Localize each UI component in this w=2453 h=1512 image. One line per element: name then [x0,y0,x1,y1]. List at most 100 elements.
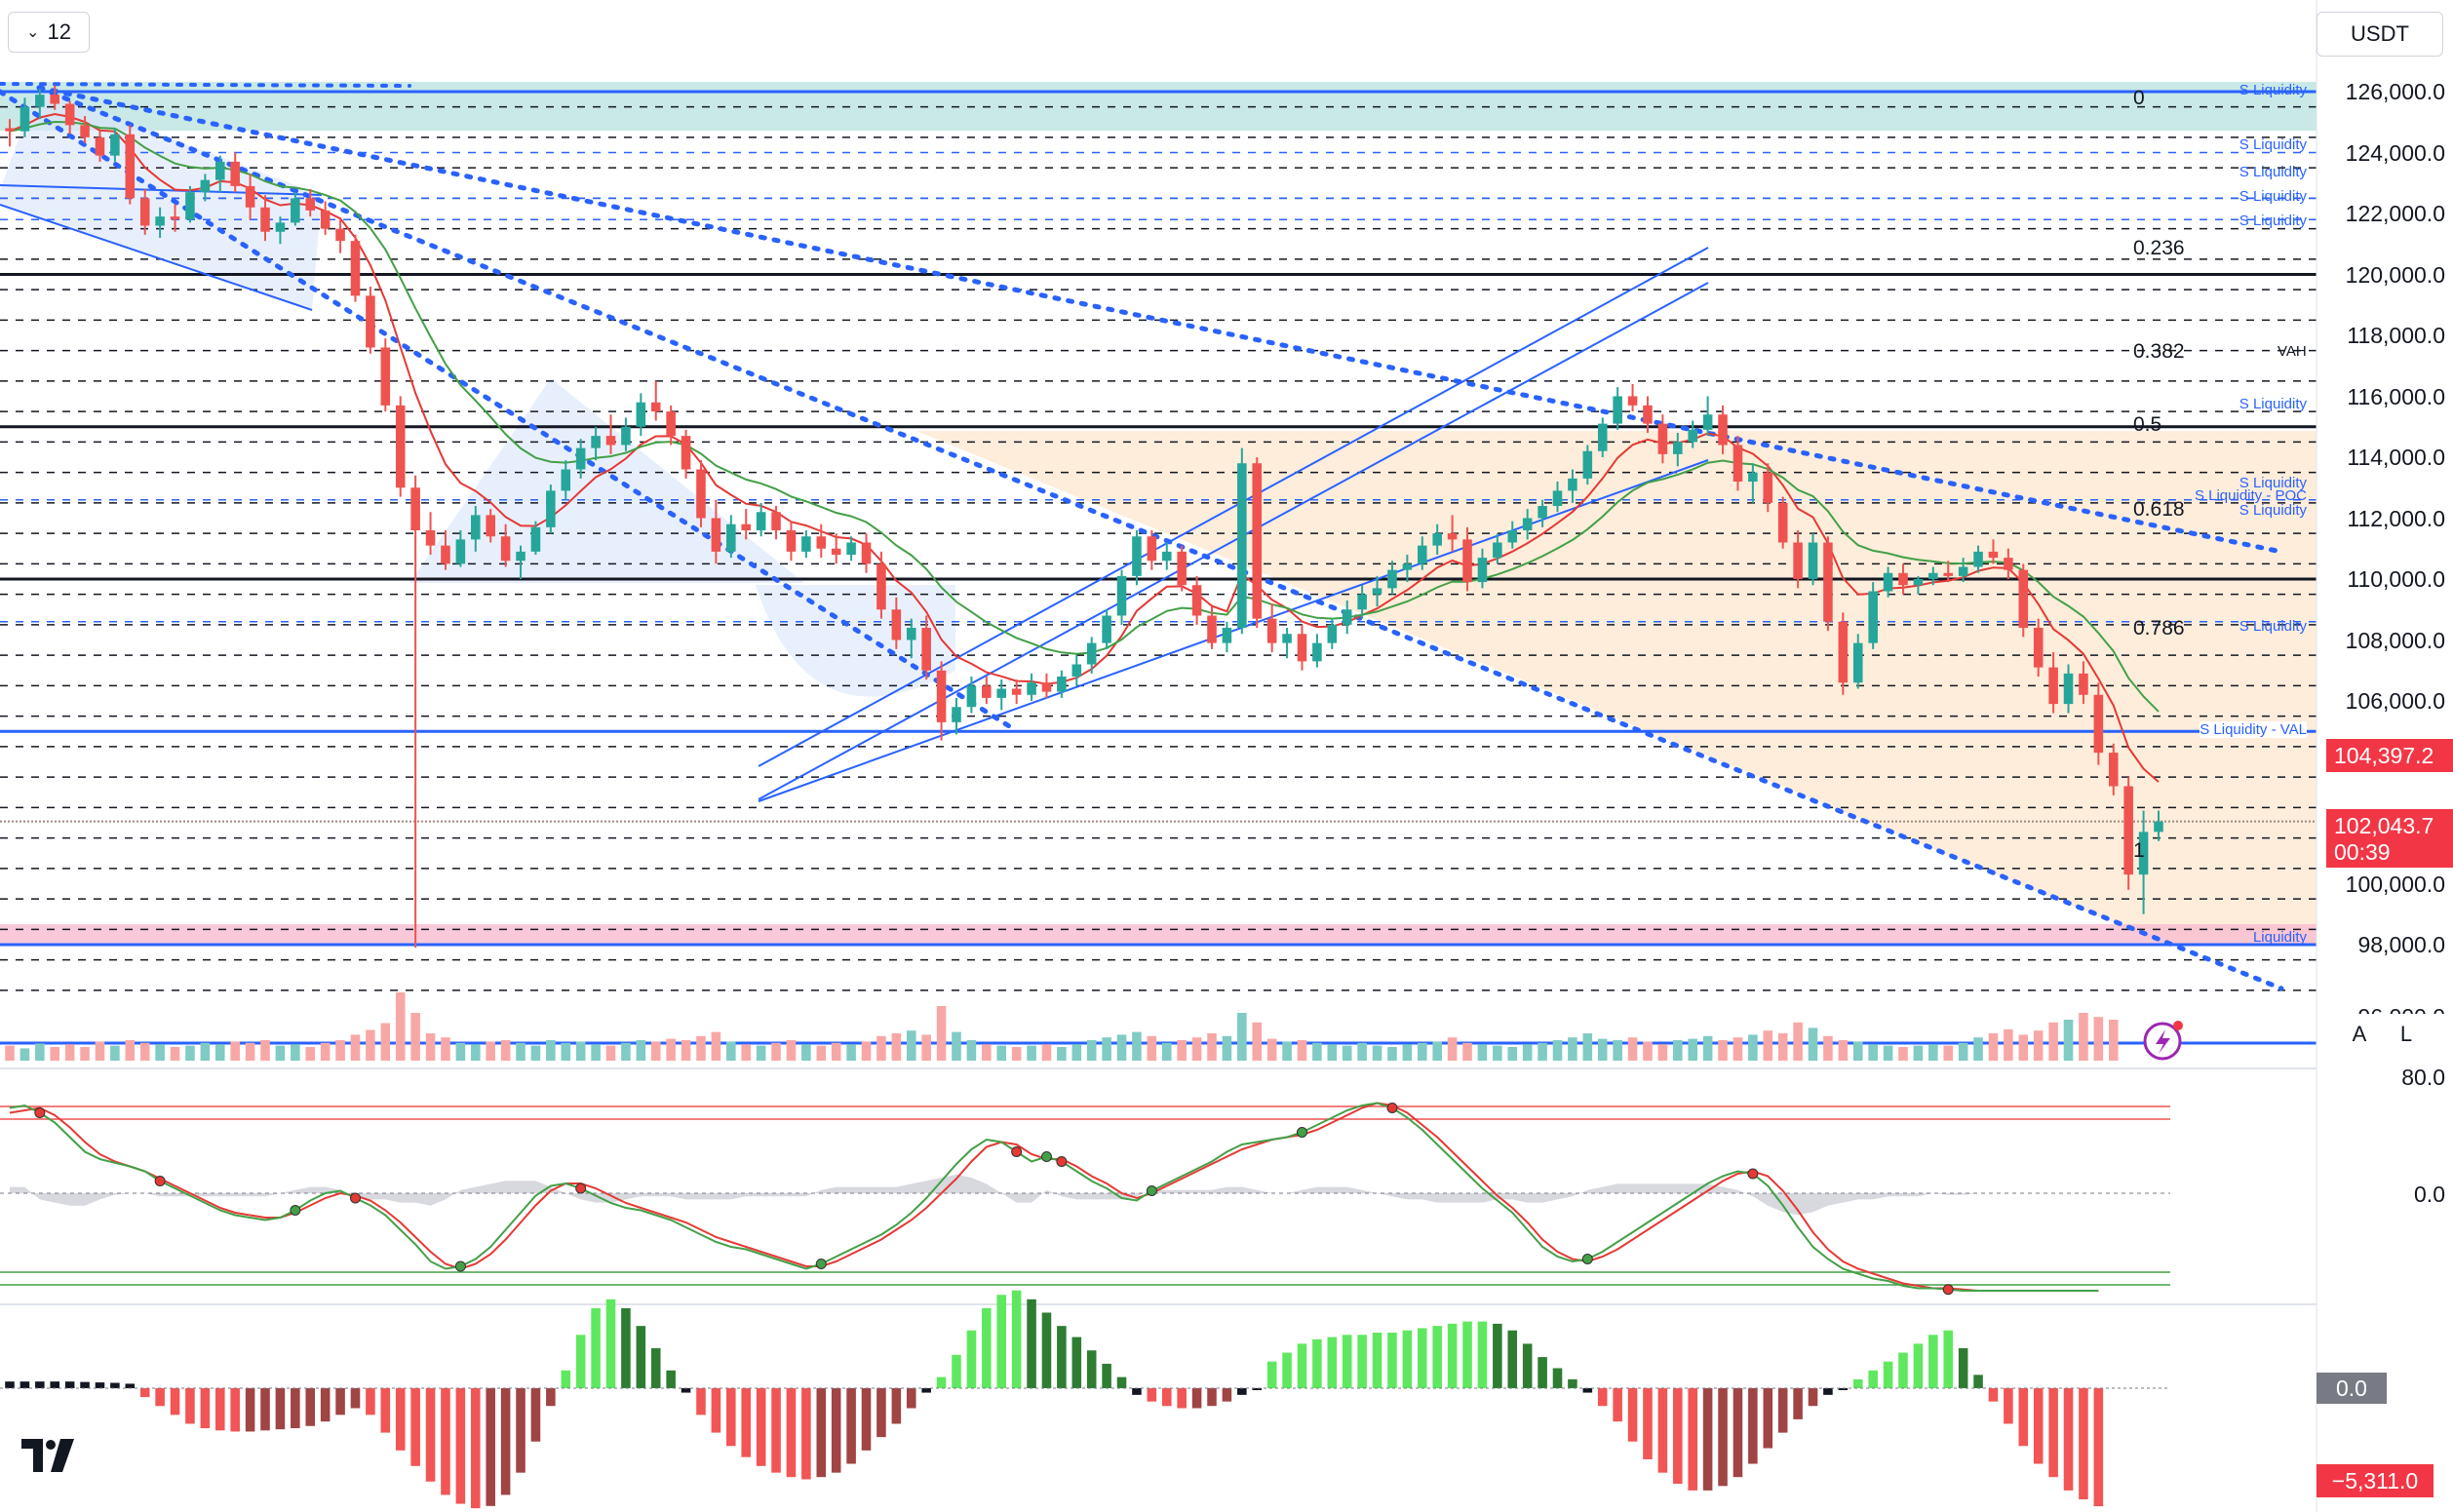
macd-bar [1493,1323,1502,1388]
osc-cross-dot [1011,1146,1023,1157]
channel-lower [758,459,1709,802]
volume-bar [861,1041,872,1061]
fib-level-label: 0.5 [2133,412,2162,436]
flash-icon[interactable] [2143,1021,2183,1061]
candle-body [1207,615,1217,643]
macd-bar [1838,1388,1849,1390]
candle-body [1673,442,1683,454]
macd-bar [1102,1363,1111,1388]
macd-bar [380,1388,391,1433]
candle-body [2138,832,2149,875]
candle-body [2063,673,2074,705]
macd-bar [2004,1388,2013,1424]
volume-bar [1702,1035,1713,1061]
macd-bar [591,1307,601,1388]
candle-body [816,536,827,549]
log-scale-button[interactable]: L [2387,1015,2426,1054]
candle-body [756,512,766,530]
macd-bar [876,1388,886,1438]
candle-body [575,447,586,470]
volume-bar [1327,1044,1338,1061]
blue-trendline-dotted-1 [0,89,1017,732]
candle-body [1688,429,1697,443]
candle-body [5,128,15,132]
macd-bar [1597,1388,1608,1407]
currency-button[interactable]: USDT [2317,12,2443,57]
volume-bar [2063,1020,2074,1061]
candle-body [1613,396,1622,424]
volume-bar [1011,1047,1022,1061]
osc-difference-area [10,1174,2159,1216]
macd-bar [1372,1333,1382,1388]
volume-bar [1116,1034,1127,1061]
volume-bar [1657,1044,1668,1061]
macd-bar [1793,1388,1803,1419]
candle-body [291,198,300,223]
mid-channel-zone [409,378,804,583]
liquidity-label: S Liquidity [2239,395,2307,412]
volume-bar [711,1031,721,1061]
price-tick: 116,000.0 [2347,383,2445,409]
candle-body [1958,566,1968,576]
osc-tick-80: 80.0 [2401,1065,2445,1090]
candle-body [1702,414,1713,430]
volume-bar [605,1045,616,1061]
candle-body [861,542,872,564]
candle-body [471,515,481,540]
candle-body [2108,753,2119,787]
volume-bar [35,1043,45,1061]
candle-body [1447,533,1458,540]
volume-bar [245,1042,255,1061]
volume-bar [1522,1044,1533,1061]
candle-body [1147,536,1157,562]
volume-bar [696,1035,706,1061]
volume-bar [982,1044,992,1061]
volume-bar [1027,1045,1036,1061]
timeframe-button[interactable]: ⌄ 12 [8,12,90,53]
volume-bar [2079,1013,2088,1061]
volume-bar [996,1045,1007,1061]
volume-bar [275,1045,286,1061]
candle-body [1973,551,1983,567]
candle-body [605,436,616,446]
macd-bar [1191,1388,1202,1409]
macd-bar [1477,1321,1488,1388]
liquidity-label: S Liquidity - POC [2194,486,2307,504]
macd-bar [982,1307,992,1388]
price-tick: 120,000.0 [2345,261,2445,288]
volume-bar [1477,1044,1488,1061]
candle-body [726,523,736,552]
macd-bar [200,1388,211,1429]
candle-body [1522,518,1533,530]
volume-bar [966,1040,977,1061]
osc-cross-dot [290,1205,301,1216]
price-tick-clipped: 96,000.0 [2317,1004,2453,1014]
candle-body [1297,634,1307,662]
volume-bar [1161,1042,1172,1061]
price-tick: 114,000.0 [2347,445,2445,470]
candle-body [1643,405,1653,424]
auto-scale-button[interactable]: A [2340,1015,2379,1054]
macd-bar [1086,1350,1097,1388]
candle-body [2093,694,2104,754]
macd-bar [1161,1388,1172,1407]
volume-bar [395,992,406,1061]
candle-body [380,347,391,406]
price-tick: 126,000.0 [2345,79,2445,104]
volume-bar [1266,1038,1277,1061]
volume-bar [2048,1022,2058,1061]
candle-body [1402,563,1413,570]
macd-bar [546,1388,556,1407]
macd-bar [335,1388,345,1415]
macd-bar [1237,1388,1247,1395]
candle-body [2004,558,2013,570]
volume-bar [1132,1031,1142,1061]
fib-level-label: 1 [2133,839,2145,863]
candle-body [500,536,511,562]
moving-average-lines [9,112,2160,783]
macd-bar [1733,1388,1743,1478]
volume-bar [936,1006,947,1061]
volume-bar [1763,1030,1773,1061]
